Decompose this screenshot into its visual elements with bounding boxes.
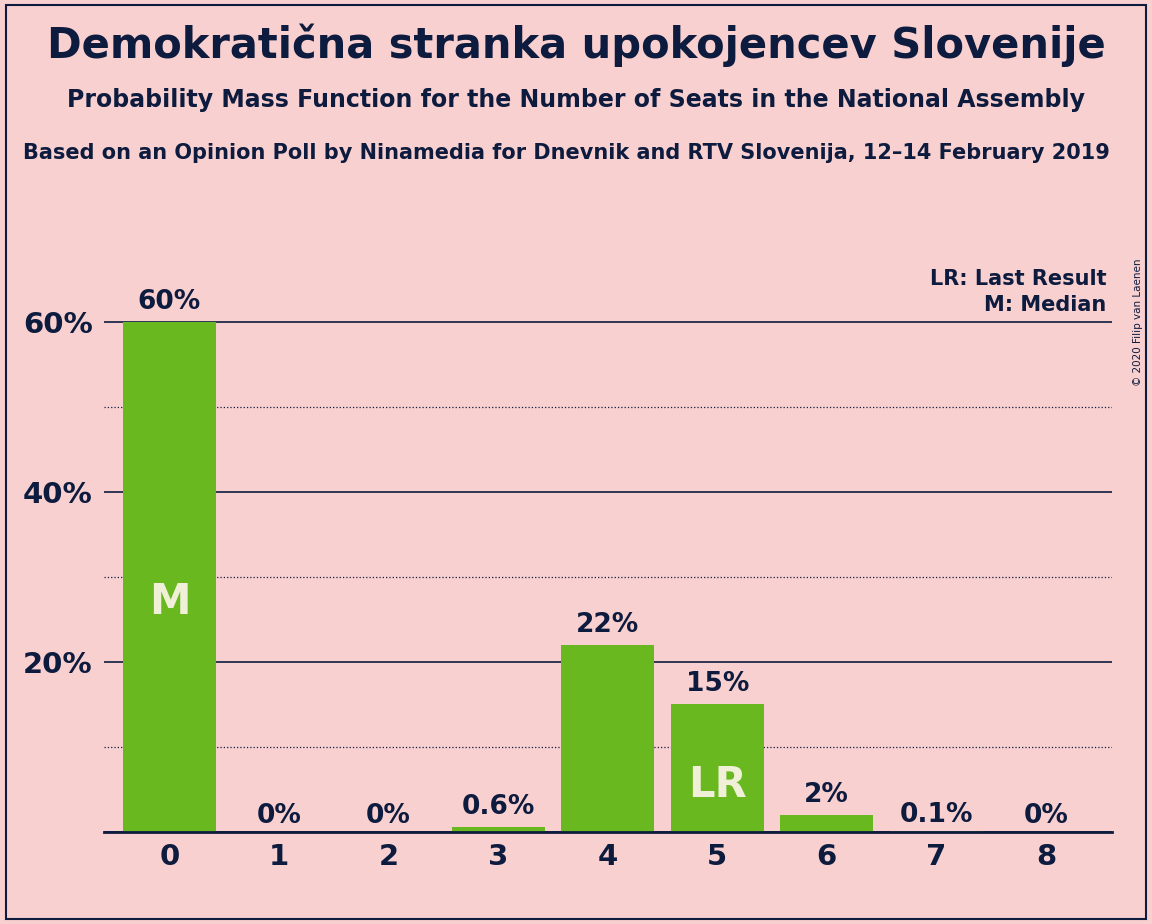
Text: 60%: 60% bbox=[138, 289, 202, 315]
Text: 15%: 15% bbox=[685, 672, 749, 698]
Text: 0.1%: 0.1% bbox=[900, 802, 973, 828]
Text: LR: LR bbox=[688, 764, 746, 806]
Text: © 2020 Filip van Laenen: © 2020 Filip van Laenen bbox=[1132, 259, 1143, 386]
Text: 0%: 0% bbox=[1023, 803, 1068, 829]
Text: LR: Last Result: LR: Last Result bbox=[930, 269, 1107, 288]
Text: M: M bbox=[149, 581, 190, 624]
Bar bbox=[670, 704, 764, 832]
Bar bbox=[452, 826, 545, 832]
Text: 0%: 0% bbox=[366, 803, 411, 829]
Bar bbox=[780, 815, 873, 832]
Bar bbox=[561, 645, 654, 832]
Text: 2%: 2% bbox=[804, 782, 849, 808]
Text: Demokratična stranka upokojencev Slovenije: Demokratična stranka upokojencev Sloveni… bbox=[46, 23, 1106, 67]
Text: M: Median: M: Median bbox=[985, 295, 1107, 314]
Text: Probability Mass Function for the Number of Seats in the National Assembly: Probability Mass Function for the Number… bbox=[67, 88, 1085, 112]
Text: 22%: 22% bbox=[576, 612, 639, 638]
Text: Based on an Opinion Poll by Ninamedia for Dnevnik and RTV Slovenija, 12–14 Febru: Based on an Opinion Poll by Ninamedia fo… bbox=[23, 143, 1109, 164]
Bar bbox=[123, 322, 215, 832]
Text: 0%: 0% bbox=[257, 803, 302, 829]
Text: 0.6%: 0.6% bbox=[462, 794, 535, 820]
